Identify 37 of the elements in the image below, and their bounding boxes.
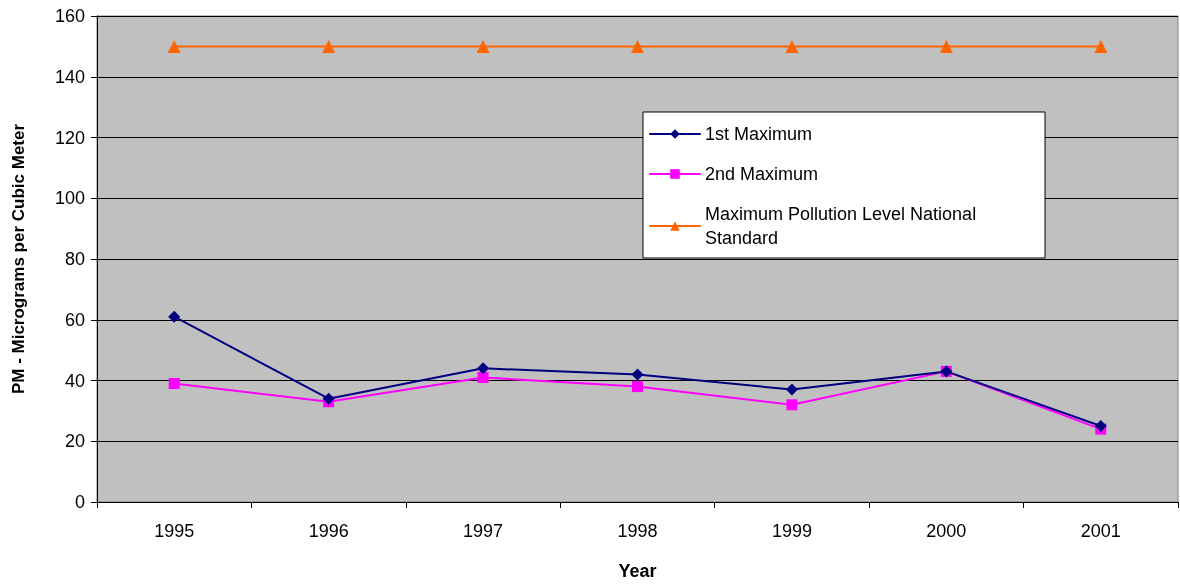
point: [322, 39, 336, 53]
point: [786, 399, 798, 411]
x-tick-label: 2000: [926, 521, 967, 541]
y-tick-label: 100: [54, 188, 85, 209]
x-tick-label: 1995: [154, 521, 195, 541]
y-tick-label: 80: [64, 249, 85, 269]
point: [632, 381, 643, 393]
point: [168, 378, 180, 390]
point: [322, 392, 335, 405]
y-tick-label: 0: [74, 492, 85, 512]
point: [168, 310, 181, 323]
point: [1094, 39, 1108, 53]
y-tick-label: 140: [54, 66, 85, 87]
legend-label: 1st Maximum: [705, 124, 813, 144]
y-tick-label: 120: [54, 127, 85, 148]
x-tick-label: 1997: [463, 521, 504, 541]
y-tick-label: 20: [64, 431, 85, 452]
x-tick-label: 1998: [617, 521, 658, 541]
x-tick-label: 1996: [308, 521, 349, 541]
point: [167, 39, 181, 53]
y-tick-label: 160: [54, 6, 85, 26]
point: [477, 371, 489, 383]
point: [939, 39, 953, 53]
point: [785, 383, 798, 396]
x-tick-label: 2001: [1080, 521, 1121, 541]
y-tick-label: 40: [64, 370, 85, 391]
legend-label: 2nd Maximum: [705, 164, 819, 184]
x-tick-label: 1999: [771, 521, 812, 541]
legend-label: Maximum Pollution Level National Standard: [705, 204, 982, 248]
point: [785, 39, 799, 53]
x-axis-title: Year: [618, 561, 657, 581]
point: [476, 39, 490, 53]
y-axis-title: PM - Micrograms per Cubic Meter: [9, 123, 28, 395]
y-tick-label: 60: [64, 309, 85, 330]
point: [631, 368, 644, 381]
point: [477, 362, 490, 375]
point: [631, 39, 644, 53]
